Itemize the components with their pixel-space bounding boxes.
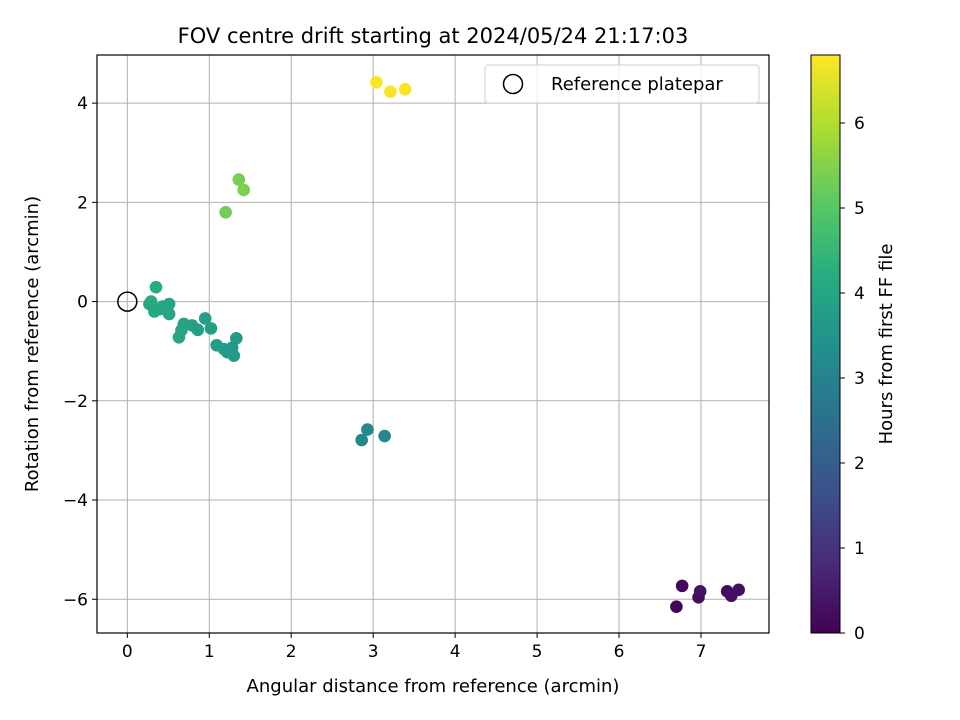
- data-point: [237, 183, 250, 197]
- data-point: [370, 75, 383, 89]
- colorbar-label: Hours from first FF file: [876, 244, 897, 445]
- data-point: [219, 205, 232, 219]
- colorbar-tick-label: 2: [854, 454, 865, 474]
- y-tick-label: −6: [63, 590, 88, 610]
- data-point: [232, 173, 246, 186]
- y-axis-label: Rotation from reference (arcmin): [22, 196, 43, 492]
- data-point: [162, 307, 176, 321]
- legend: Reference platepar: [484, 64, 760, 104]
- reference-marker-group: [117, 291, 138, 312]
- colorbar-tick-label: 1: [854, 539, 865, 559]
- colorbar: 0 1 2 3 4 5 6 Hours from first FF file: [810, 54, 897, 644]
- data-point: [398, 82, 412, 96]
- data-point: [378, 429, 391, 443]
- x-tick-label: 3: [368, 642, 379, 662]
- legend-box: [484, 64, 760, 104]
- data-point: [675, 579, 689, 593]
- colorbar-tick-label: 4: [854, 284, 865, 304]
- data-point: [693, 585, 707, 598]
- data-point: [732, 583, 745, 597]
- data-point: [361, 423, 374, 436]
- x-axis-label: Angular distance from reference (arcmin): [247, 676, 620, 697]
- x-tick-label: 2: [286, 642, 297, 662]
- y-axis-ticks: −6 −4 −2 0 2 4: [63, 94, 97, 610]
- colorbar-gradient: [810, 54, 841, 634]
- colorbar-tick-label: 3: [854, 369, 865, 389]
- x-axis-ticks: 0 1 2 3 4 5 6 7: [122, 633, 706, 662]
- y-tick-label: −4: [63, 491, 88, 511]
- x-tick-label: 4: [450, 642, 461, 662]
- legend-entry-label: Reference platepar: [551, 74, 723, 95]
- x-tick-label: 6: [614, 642, 625, 662]
- x-tick-label: 5: [532, 642, 543, 662]
- data-point: [670, 600, 683, 614]
- colorbar-ticks: 0 1 2 3 4 5 6: [840, 114, 865, 644]
- data-points: [143, 75, 745, 614]
- y-tick-label: −2: [63, 392, 88, 412]
- data-point: [144, 295, 158, 308]
- colorbar-tick-label: 6: [854, 114, 865, 134]
- data-point: [230, 331, 243, 345]
- data-point: [149, 280, 163, 294]
- y-tick-label: 0: [77, 293, 88, 313]
- chart-title: FOV centre drift starting at 2024/05/24 …: [178, 24, 689, 48]
- x-tick-label: 7: [696, 642, 707, 662]
- colorbar-tick-label: 0: [854, 624, 865, 644]
- y-tick-label: 4: [77, 94, 88, 114]
- data-point: [355, 433, 369, 447]
- colorbar-tick-label: 5: [854, 199, 865, 219]
- x-tick-label: 1: [204, 642, 215, 662]
- data-point: [162, 297, 176, 311]
- data-point: [191, 323, 205, 337]
- data-point: [227, 349, 241, 362]
- plot-frame: [96, 54, 770, 634]
- y-tick-label: 2: [77, 193, 88, 213]
- grid-lines: [97, 55, 769, 633]
- x-tick-label: 0: [122, 642, 133, 662]
- data-point: [198, 312, 212, 325]
- reference-platepar-marker: [117, 291, 138, 312]
- data-point: [384, 85, 397, 99]
- data-point: [204, 322, 218, 335]
- legend-open-circle-icon: [502, 73, 524, 95]
